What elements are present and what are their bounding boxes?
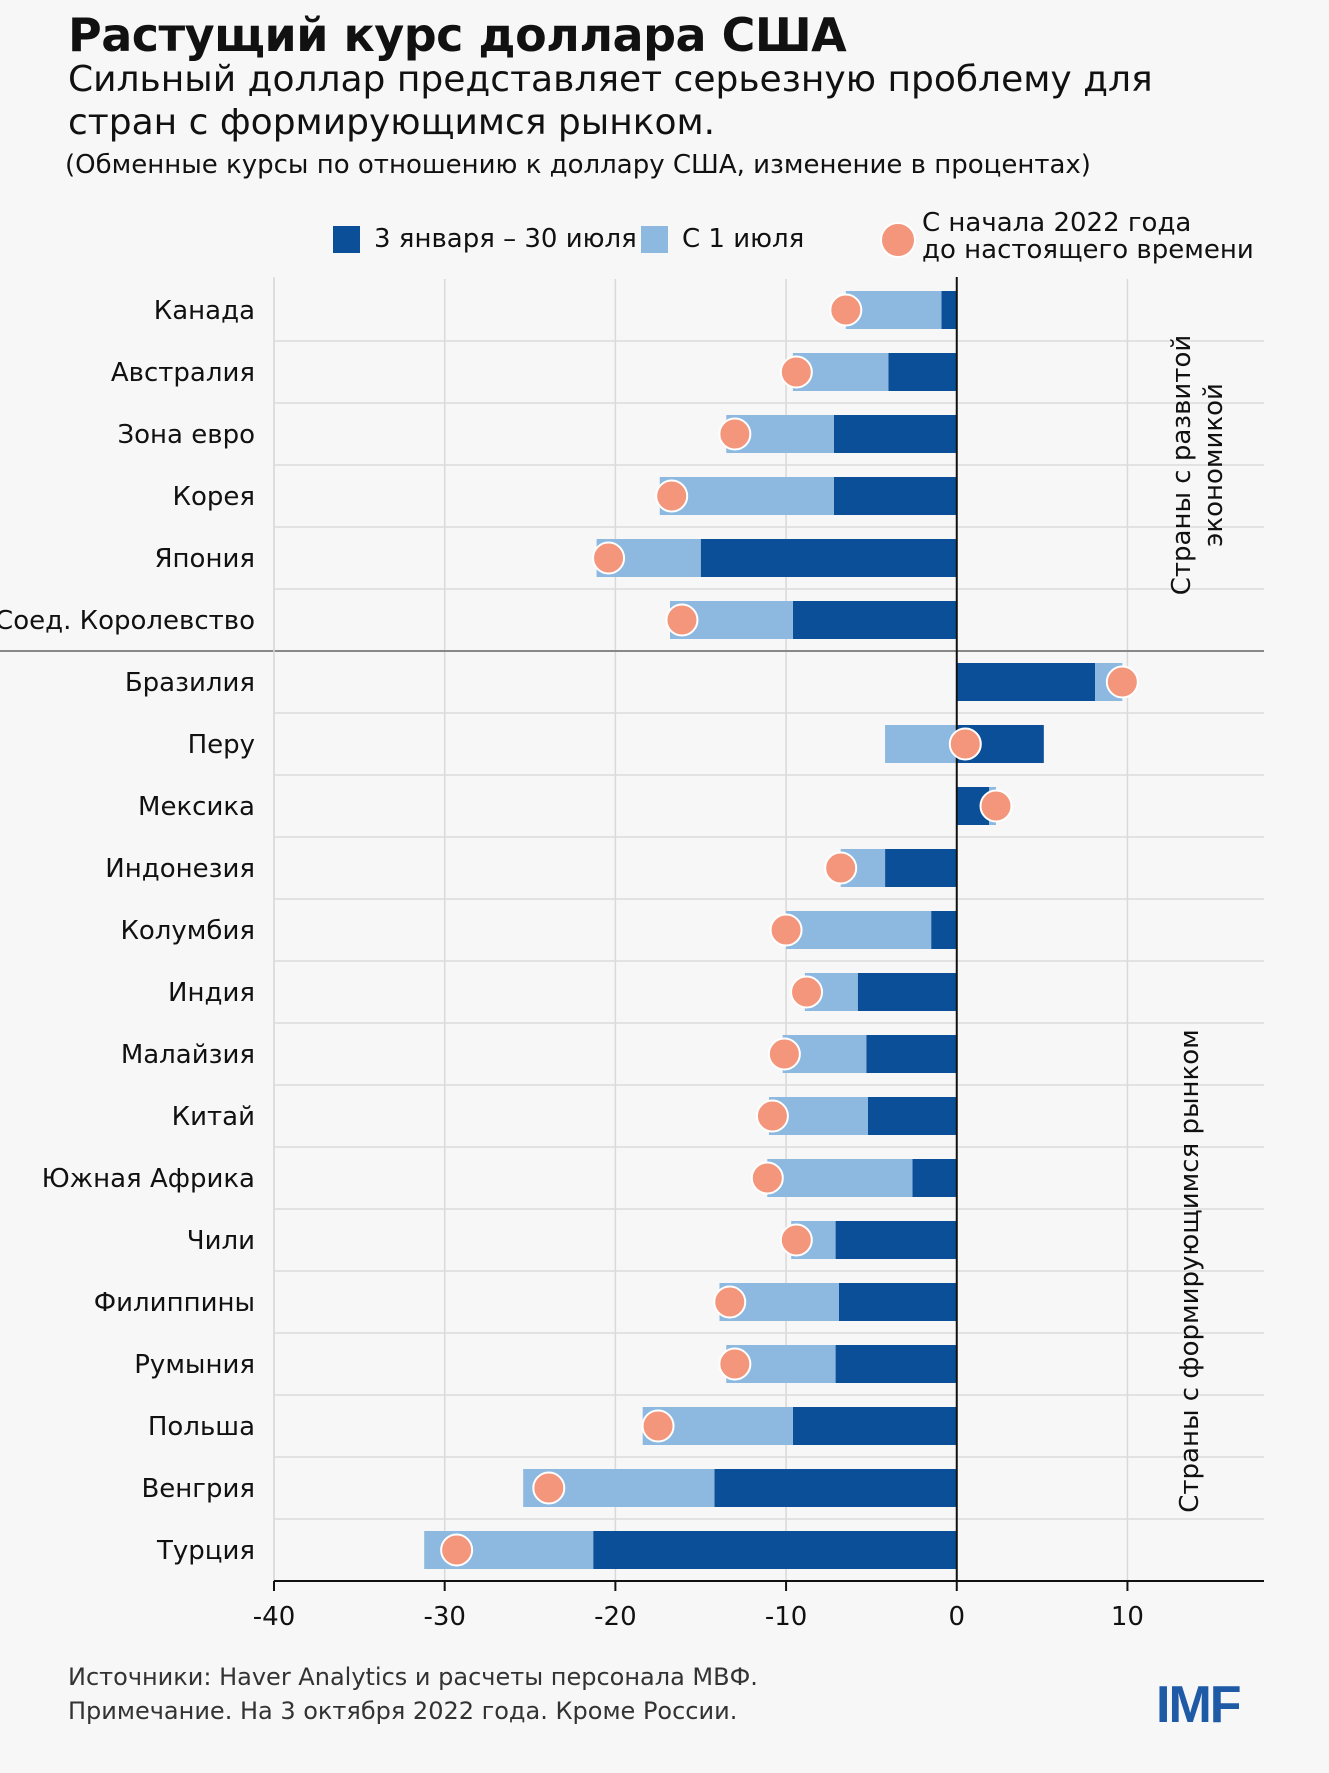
bar-jan-jul: [857, 973, 957, 1011]
x-tick-label: 0: [948, 1602, 965, 1632]
category-label: Индия: [168, 978, 255, 1008]
dot-ytd: [1105, 665, 1139, 699]
dot-ytd: [592, 541, 626, 575]
category-label: Колумбия: [120, 916, 255, 946]
category-label: Малайзия: [121, 1040, 255, 1070]
category-label: Корея: [172, 482, 255, 512]
bar-jan-jul: [941, 291, 957, 329]
legend-dot-line1: С начала 2022 года: [922, 208, 1192, 238]
legend-series1: 3 января – 30 июля: [333, 224, 637, 254]
category-label: Бразилия: [125, 668, 255, 698]
dot-ytd: [750, 1161, 784, 1195]
bar-jan-jul: [885, 849, 957, 887]
x-tick-label: -40: [253, 1602, 295, 1632]
dot-ytd: [755, 1099, 789, 1133]
dot-ytd: [532, 1471, 566, 1505]
bar-jan-jul: [833, 415, 957, 453]
category-label: Турция: [156, 1536, 255, 1566]
bar-since-jul: [786, 911, 932, 949]
units-note: (Обменные курсы по отношению к доллару С…: [65, 150, 1091, 180]
group-label-emerging: Страны с формирующимся рынком: [1175, 1029, 1205, 1512]
bar-jan-jul: [931, 911, 957, 949]
x-tick-label: -20: [594, 1602, 636, 1632]
bar-jan-jul: [792, 601, 957, 639]
dot-ytd: [948, 727, 982, 761]
group-label-advanced: Страны с развитойэкономикой: [1167, 335, 1229, 596]
bar-chart: Канада Австралия Зона евро Корея Япония Соед.…: [0, 277, 1264, 1632]
bar-jan-jul: [838, 1283, 957, 1321]
dot-ytd: [769, 913, 803, 947]
bar-jan-jul: [888, 353, 957, 391]
dot-ytd: [665, 603, 699, 637]
dot-ytd: [440, 1533, 474, 1567]
bar-jan-jul: [714, 1469, 957, 1507]
legend-dot-marker: [880, 222, 930, 258]
subtitle: Сильный доллар представляет серьезную пр…: [68, 59, 1153, 143]
dot-ytd: [767, 1037, 801, 1071]
category-label: Соед. Королевство: [0, 606, 255, 636]
category-label: Канада: [154, 296, 255, 326]
dot-ytd: [790, 975, 824, 1009]
bar-jan-jul: [792, 1407, 957, 1445]
category-label: Филиппины: [94, 1288, 255, 1318]
bar-jan-jul: [700, 539, 957, 577]
x-tick-label: -10: [765, 1602, 807, 1632]
bar-jan-jul: [835, 1221, 957, 1259]
dot-ytd: [779, 355, 813, 389]
category-label: Япония: [154, 544, 255, 574]
legend-swatch-dark: [333, 225, 360, 253]
footer: Источники: Haver Analytics и расчеты пер…: [68, 1660, 758, 1728]
bar-jan-jul: [866, 1035, 957, 1073]
category-label: Индонезия: [105, 854, 255, 884]
dot-ytd: [718, 1347, 752, 1381]
dot-ytd: [718, 417, 752, 451]
dot-ytd: [979, 789, 1013, 823]
category-label: Румыния: [134, 1350, 255, 1380]
dot-ytd: [655, 479, 689, 513]
bar-since-jul: [659, 477, 834, 515]
dot-ytd: [779, 1223, 813, 1257]
bar-jan-jul: [868, 1097, 957, 1135]
category-label: Венгрия: [141, 1474, 255, 1504]
bar-jan-jul: [833, 477, 957, 515]
x-tick-label: -30: [423, 1602, 465, 1632]
legend-label-series1: 3 января – 30 июля: [374, 224, 637, 254]
legend-swatch-light: [641, 225, 668, 253]
footer-sources: Источники: Haver Analytics и расчеты пер…: [68, 1663, 758, 1691]
dot-ytd: [824, 851, 858, 885]
legend-dot-line2: до настоящего времени: [922, 235, 1254, 265]
dot-ytd: [829, 293, 863, 327]
category-label: Мексика: [138, 792, 255, 822]
bar-since-jul: [885, 725, 957, 763]
x-tick-label: 10: [1111, 1602, 1144, 1632]
legend-series2: С 1 июля: [641, 224, 804, 254]
bar-since-jul: [767, 1159, 913, 1197]
footer-note: Примечание. На 3 октября 2022 года. Кром…: [68, 1697, 738, 1725]
legend-dot: [880, 222, 916, 258]
dot-ytd: [641, 1409, 675, 1443]
dot-ytd: [713, 1285, 747, 1319]
category-label: Перу: [188, 730, 255, 760]
category-label: Австралия: [111, 358, 255, 388]
bar-jan-jul: [835, 1345, 957, 1383]
page-title: Растущий курс доллара США: [68, 8, 847, 62]
legend-label-series2: С 1 июля: [682, 224, 805, 254]
category-label: Польша: [148, 1412, 255, 1442]
category-label: Китай: [172, 1102, 255, 1132]
category-label: Чили: [187, 1226, 255, 1256]
bar-jan-jul: [912, 1159, 957, 1197]
imf-logo: IMF: [1156, 1676, 1242, 1734]
legend-dot-label: С начала 2022 года до настоящего времени: [922, 210, 1254, 264]
bar-jan-jul: [956, 663, 1096, 701]
category-label: Южная Африка: [42, 1164, 255, 1194]
category-label: Зона евро: [117, 420, 255, 450]
bar-jan-jul: [593, 1531, 957, 1569]
